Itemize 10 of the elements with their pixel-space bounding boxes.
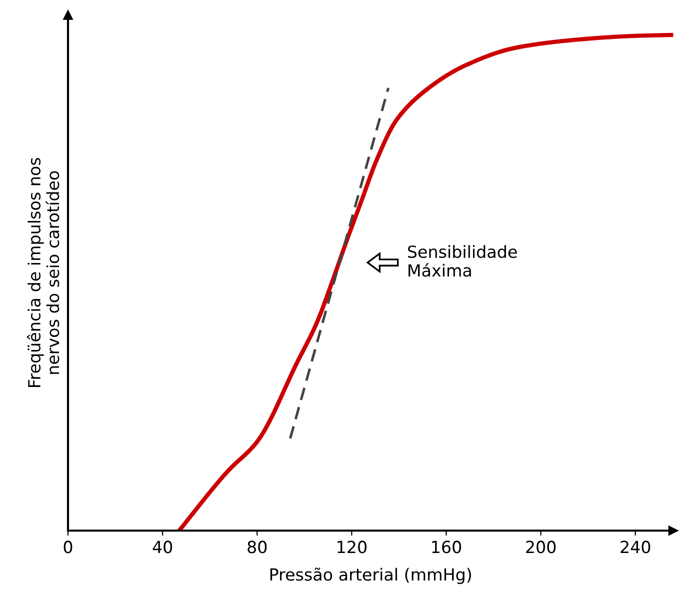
x-axis-title: Pressão arterial (mmHg) — [270, 568, 471, 584]
x-tick-label: 200 — [526, 540, 556, 554]
x-tick-label: 80 — [248, 540, 267, 554]
x-tick-label: 160 — [432, 540, 462, 554]
x-tick-label: 240 — [620, 540, 650, 554]
x-tick-label: 40 — [152, 540, 172, 554]
y-axis-title: Freqüência de impulsos nos nervos do seio carotídeo — [26, 158, 60, 387]
x-tick-label: 0 — [64, 540, 72, 554]
x-tick-label: 120 — [338, 540, 366, 554]
annotation: Sensibilidade Máxima — [408, 245, 517, 277]
